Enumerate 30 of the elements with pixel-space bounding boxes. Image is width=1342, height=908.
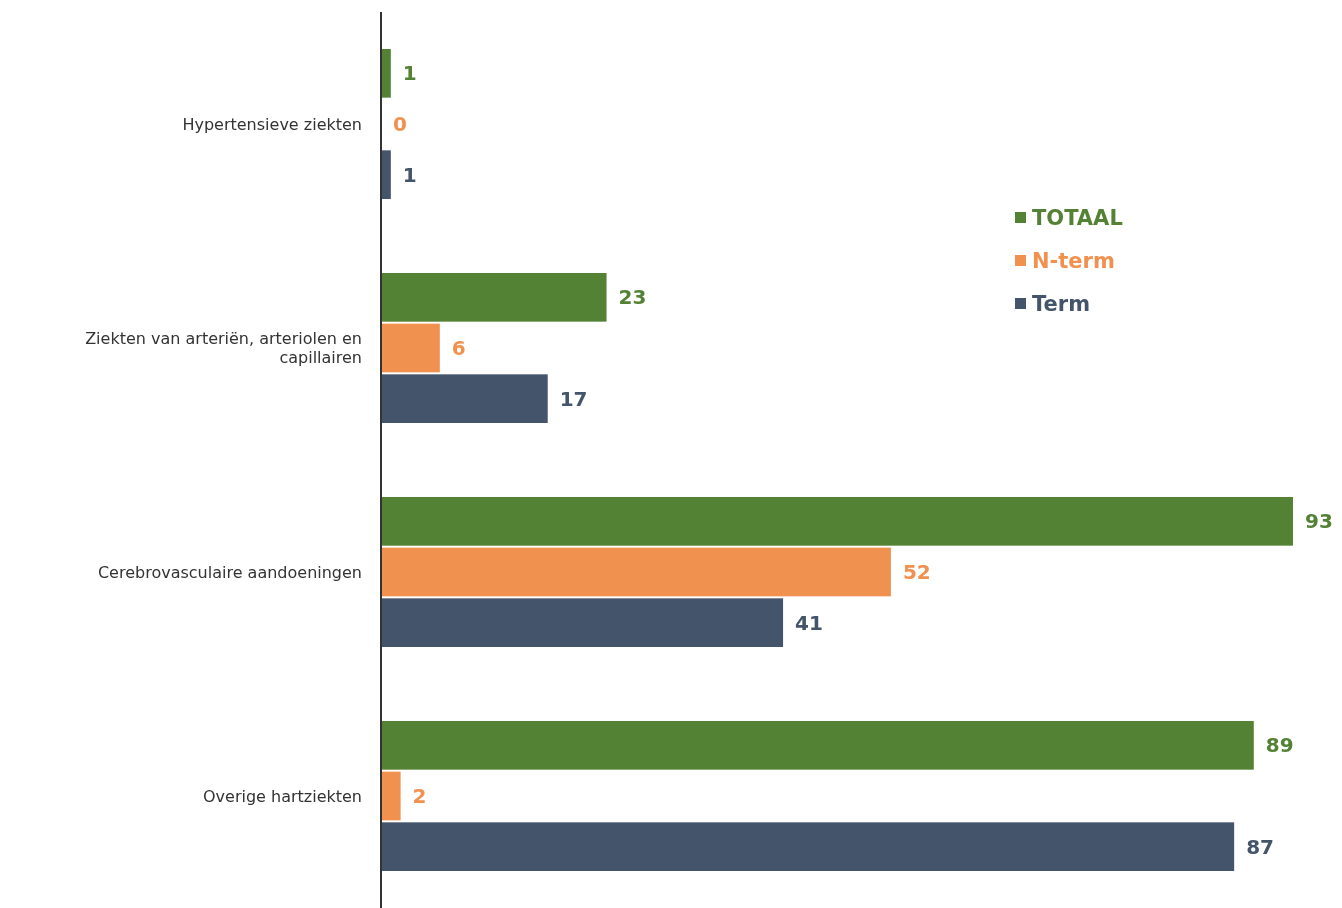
data-label: 0 <box>393 112 407 136</box>
bar <box>381 547 891 597</box>
y-tick-label: Overige hartziekten <box>202 786 362 806</box>
bar <box>381 49 391 98</box>
bar <box>381 822 1235 871</box>
y-tick-label: Cerebrovasculaire aandoeningen <box>97 562 362 582</box>
data-label: 87 <box>1246 834 1275 859</box>
data-label: 6 <box>451 336 466 360</box>
data-label: 1 <box>402 61 417 86</box>
data-label: 23 <box>618 285 647 310</box>
bar <box>381 598 784 647</box>
bar <box>381 497 1293 546</box>
bar <box>381 150 391 199</box>
bar <box>381 273 607 322</box>
y-tick-label: Ziekten van arteriën, arteriolen en capillairen <box>85 329 362 368</box>
legend-label: N-term <box>1032 249 1115 274</box>
bar <box>381 374 548 423</box>
legend-label: Term <box>1032 292 1091 317</box>
bar <box>381 771 401 821</box>
data-label: 93 <box>1305 509 1333 534</box>
data-label: 17 <box>559 386 588 411</box>
data-label: 1 <box>402 162 417 187</box>
data-label: 41 <box>795 610 823 635</box>
data-label: 89 <box>1265 733 1294 758</box>
data-label: 52 <box>902 560 931 584</box>
y-tick-label: Hypertensieve ziekten <box>182 114 362 134</box>
legend-label: TOTAAL <box>1032 206 1123 231</box>
data-label: 2 <box>412 784 427 808</box>
bar <box>381 323 440 373</box>
bar <box>381 721 1254 770</box>
